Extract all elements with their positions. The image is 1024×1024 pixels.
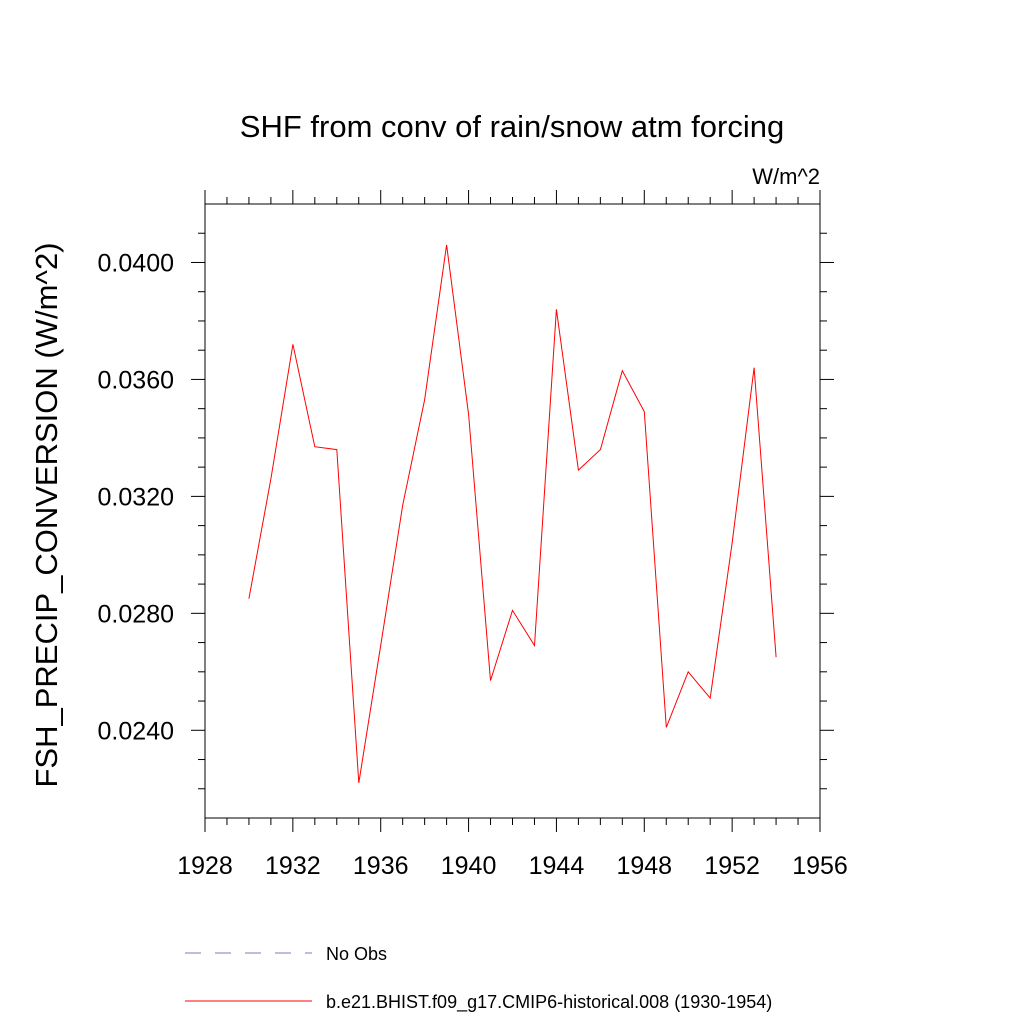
x-tick-label: 1952 [704,852,760,880]
x-tick-label: 1956 [792,852,848,880]
chart-title: SHF from conv of rain/snow atm forcing [240,109,784,144]
y-tick-label: 0.0280 [98,600,174,628]
tick-labels: 1928 1932 1936 1940 1944 1948 1952 1956 0.0240 0.… [98,249,848,880]
series-layer [248,244,777,783]
x-tick-label: 1948 [616,852,672,880]
x-tick-label: 1928 [177,852,233,880]
units-label: W/m^2 [752,164,820,189]
series-line [248,244,777,783]
axis-ticks [191,190,834,832]
y-tick-label: 0.0360 [98,366,174,394]
x-tick-label: 1944 [529,852,585,880]
y-tick-label: 0.0240 [98,717,174,745]
y-axis-label: FSH_PRECIP_CONVERSION (W/m^2) [29,242,64,787]
legend: No Obs b.e21.BHIST.f09_g17.CMIP6-historic… [185,944,772,1013]
plot-frame [204,203,821,819]
y-tick-label: 0.0400 [98,249,174,277]
x-tick-label: 1936 [353,852,409,880]
y-tick-label: 0.0320 [98,483,174,511]
x-tick-label: 1932 [265,852,321,880]
legend-label: No Obs [326,944,387,964]
x-tick-label: 1940 [441,852,497,880]
legend-label: b.e21.BHIST.f09_g17.CMIP6-historical.008… [326,992,772,1013]
